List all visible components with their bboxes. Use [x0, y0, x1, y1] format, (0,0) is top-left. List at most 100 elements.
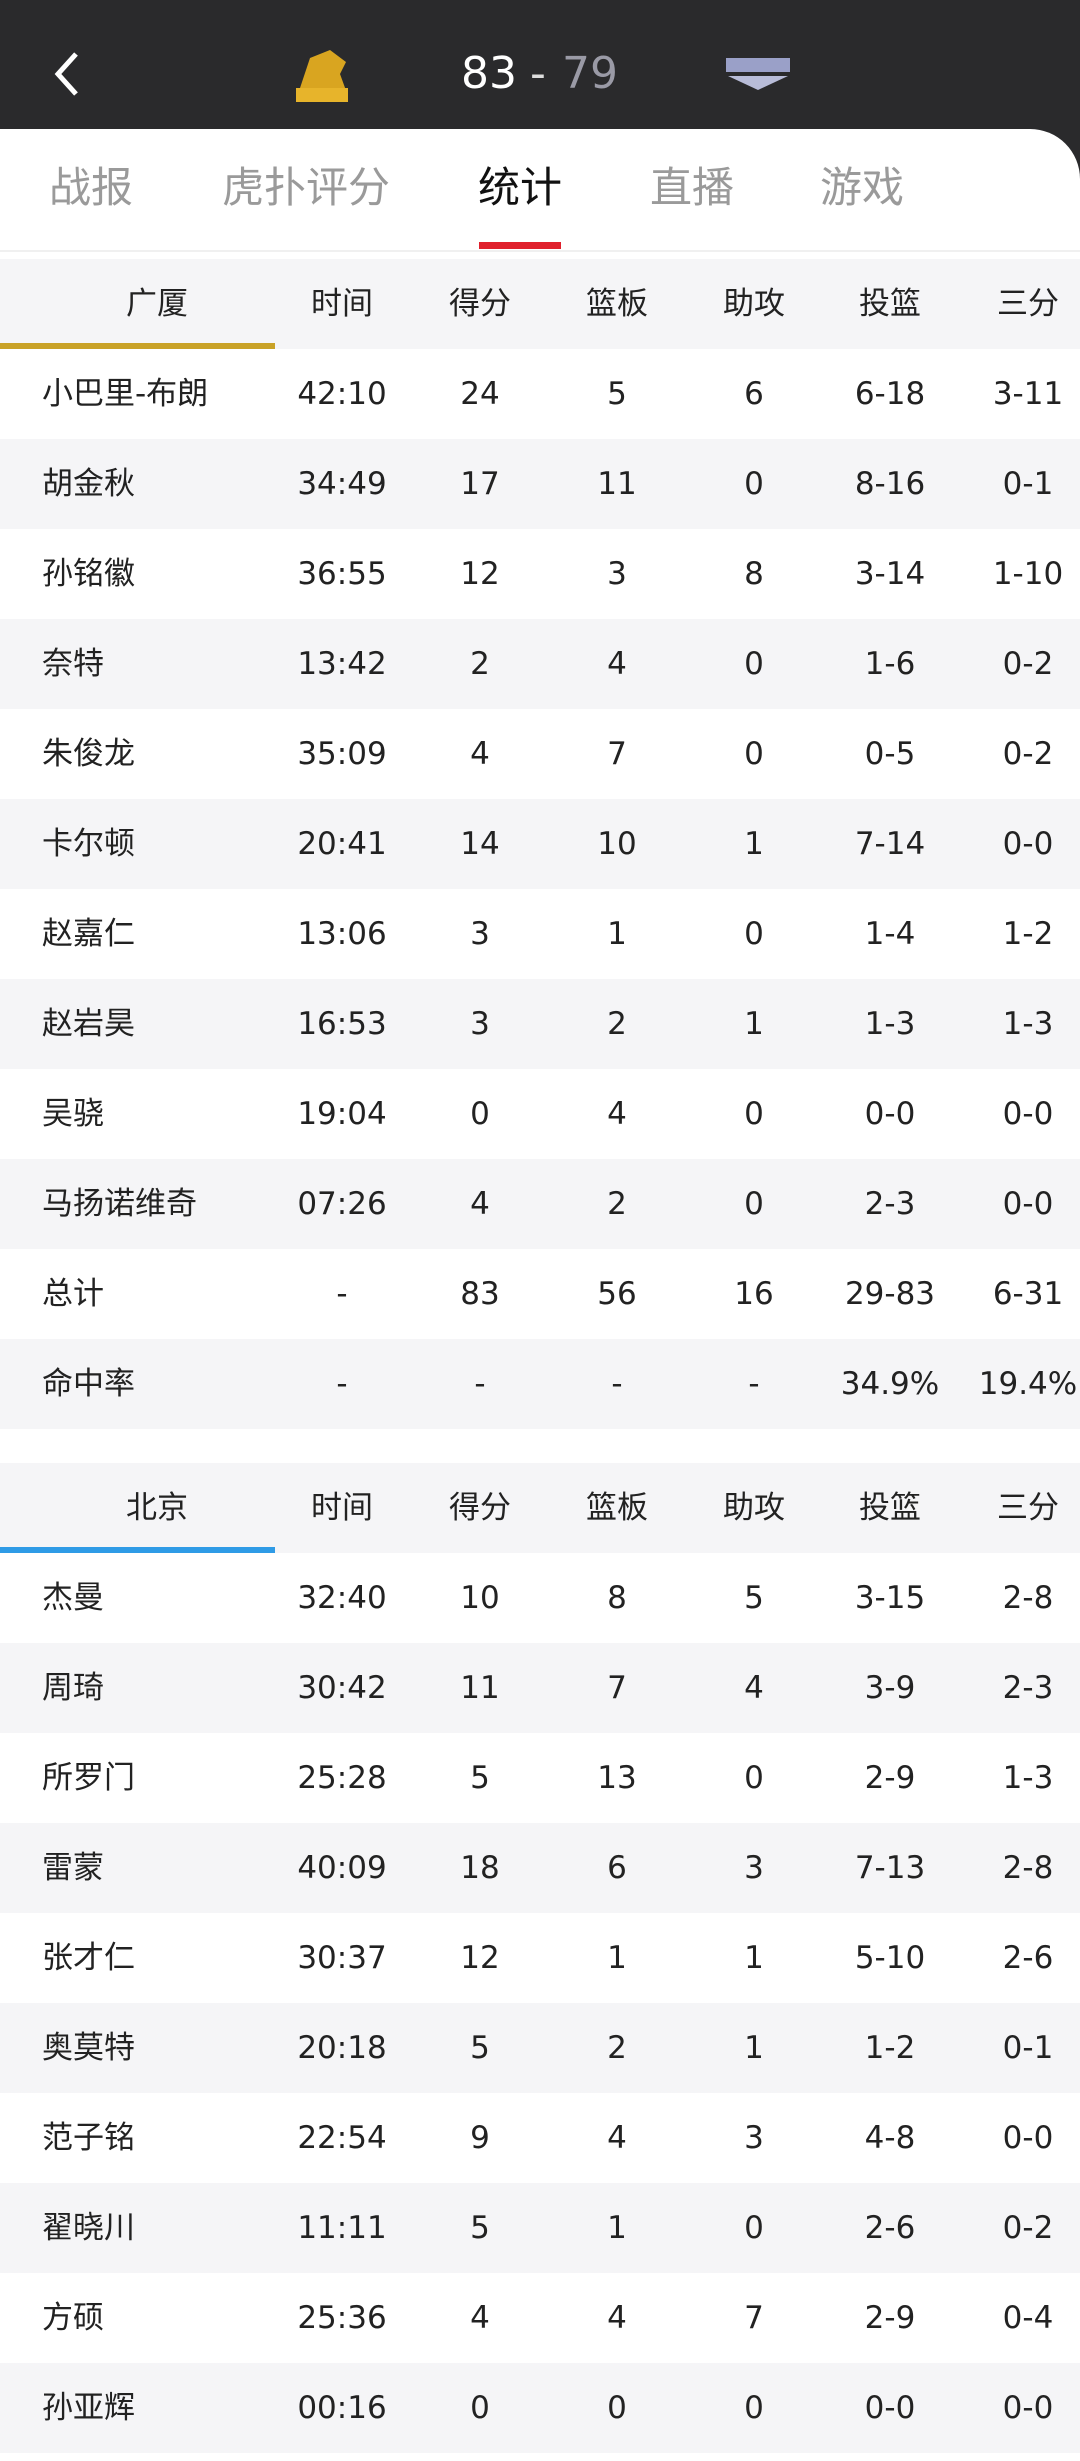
- stat-cell: 8: [744, 556, 764, 592]
- stat-cell: 3-9: [864, 1670, 916, 1706]
- stat-cell: 0: [744, 2210, 764, 2246]
- player-name: 范子铭: [42, 2120, 135, 2156]
- tab[interactable]: 直播: [649, 163, 735, 212]
- stat-cell: 1: [744, 2030, 764, 2066]
- stat-cell: 29-83: [844, 1276, 936, 1312]
- stat-cell: 11: [460, 1670, 500, 1706]
- stat-cell: 6: [607, 1850, 627, 1886]
- stat-cell: 00:16: [297, 2390, 387, 2426]
- stat-cell: 14: [460, 826, 500, 862]
- stat-cell: 0: [744, 646, 764, 682]
- home-logo: [296, 50, 348, 102]
- stat-cell: 1-6: [864, 646, 916, 682]
- stat-cell: 1-2: [864, 2030, 916, 2066]
- stat-cell: -: [611, 1366, 623, 1402]
- column-header: 三分: [997, 1490, 1059, 1526]
- stat-cell: 10: [460, 1580, 500, 1616]
- player-name: 赵嘉仁: [42, 916, 135, 952]
- stat-cell: 0-0: [1002, 1096, 1054, 1132]
- stat-cell: -: [474, 1366, 486, 1402]
- stat-cell: 1: [607, 1940, 627, 1976]
- tab[interactable]: 游戏: [819, 163, 905, 212]
- stat-cell: 1: [607, 916, 627, 952]
- score-separator: -: [530, 48, 546, 99]
- stat-cell: 0-0: [864, 1096, 916, 1132]
- back-button[interactable]: [52, 50, 82, 98]
- stat-cell: 0-4: [1002, 2300, 1054, 2336]
- column-header: 篮板: [586, 286, 648, 322]
- stat-cell: 6-31: [992, 1276, 1064, 1312]
- player-row: 张才仁 30:37 12 1 1 5-10 2-6: [0, 1913, 1080, 2003]
- player-row: 所罗门 25:28 5 13 0 2-9 1-3: [0, 1733, 1080, 1823]
- stat-cell: 0-0: [1002, 2390, 1054, 2426]
- player-row: 奈特 13:42 2 4 0 1-6 0-2: [0, 619, 1080, 709]
- stat-cell: 13: [597, 1760, 637, 1796]
- stat-cell: 7-14: [854, 826, 926, 862]
- player-row: 范子铭 22:54 9 4 3 4-8 0-0: [0, 2093, 1080, 2183]
- stat-cell: 17: [460, 466, 500, 502]
- stat-cell: 7: [607, 736, 627, 772]
- stat-cell: 4: [744, 1670, 764, 1706]
- tab[interactable]: 统计: [477, 163, 563, 212]
- stat-cell: 13:42: [297, 646, 387, 682]
- player-name: 总计: [42, 1276, 104, 1312]
- player-name: 马扬诺维奇: [42, 1186, 197, 1222]
- stat-cell: 4: [470, 1186, 490, 1222]
- stat-cell: 07:26: [297, 1186, 387, 1222]
- stat-cell: 2: [470, 646, 490, 682]
- stat-cell: 24: [460, 376, 500, 412]
- column-header: 时间: [311, 1490, 373, 1526]
- stat-cell: 2-9: [864, 2300, 916, 2336]
- stat-cell: 5: [607, 376, 627, 412]
- stat-cell: 32:40: [297, 1580, 387, 1616]
- tab-divider: [0, 250, 1080, 252]
- stat-cell: 16:53: [297, 1006, 387, 1042]
- stat-cell: 12: [460, 1940, 500, 1976]
- stat-cell: 25:28: [297, 1760, 387, 1796]
- tab-indicator: [479, 242, 561, 249]
- player-row: 雷蒙 40:09 18 6 3 7-13 2-8: [0, 1823, 1080, 1913]
- stat-cell: 25:36: [297, 2300, 387, 2336]
- tab[interactable]: 战报: [48, 163, 134, 212]
- stat-cell: 2-6: [864, 2210, 916, 2246]
- stat-cell: 0-5: [864, 736, 916, 772]
- stat-cell: 0: [470, 2390, 490, 2426]
- table-header: 广厦 时间 得分 篮板 助攻 投篮 三分: [0, 259, 1080, 349]
- column-header: 得分: [449, 1490, 511, 1526]
- stat-cell: 2-9: [864, 1760, 916, 1796]
- home-score: 83: [461, 48, 517, 99]
- player-row: 马扬诺维奇 07:26 4 2 0 2-3 0-0: [0, 1159, 1080, 1249]
- table-header: 北京 时间 得分 篮板 助攻 投篮 三分: [0, 1463, 1080, 1553]
- stat-cell: 1-4: [864, 916, 916, 952]
- stat-cell: 8: [607, 1580, 627, 1616]
- stat-cell: 1-10: [992, 556, 1064, 592]
- stat-cell: 56: [597, 1276, 637, 1312]
- player-name: 孙铭徽: [42, 556, 135, 592]
- column-header: 助攻: [723, 286, 785, 322]
- stat-cell: 0: [607, 2390, 627, 2426]
- player-name: 奥莫特: [42, 2030, 135, 2066]
- stat-cell: 1: [744, 1006, 764, 1042]
- stat-cell: 3: [744, 1850, 764, 1886]
- player-name: 张才仁: [42, 1940, 135, 1976]
- column-header: 时间: [311, 286, 373, 322]
- player-name: 胡金秋: [42, 466, 135, 502]
- stat-cell: 42:10: [297, 376, 387, 412]
- stat-cell: 5-10: [854, 1940, 926, 1976]
- stat-cell: 4: [607, 1096, 627, 1132]
- stat-cell: 1: [607, 2210, 627, 2246]
- tab[interactable]: 虎扑评分: [221, 163, 391, 212]
- stat-cell: 34:49: [297, 466, 387, 502]
- player-row: 孙亚辉 00:16 0 0 0 0-0 0-0: [0, 2363, 1080, 2453]
- stat-cell: 1-3: [864, 1006, 916, 1042]
- stat-cell: 2: [607, 2030, 627, 2066]
- stat-cell: 10: [597, 826, 637, 862]
- player-name: 吴骁: [42, 1096, 104, 1132]
- stat-cell: 2: [607, 1006, 627, 1042]
- stat-cell: 7: [607, 1670, 627, 1706]
- stat-cell: 2-6: [1002, 1940, 1054, 1976]
- stat-cell: 3: [744, 2120, 764, 2156]
- stat-cell: 40:09: [297, 1850, 387, 1886]
- stat-cell: 3: [470, 1006, 490, 1042]
- stat-cell: 3: [607, 556, 627, 592]
